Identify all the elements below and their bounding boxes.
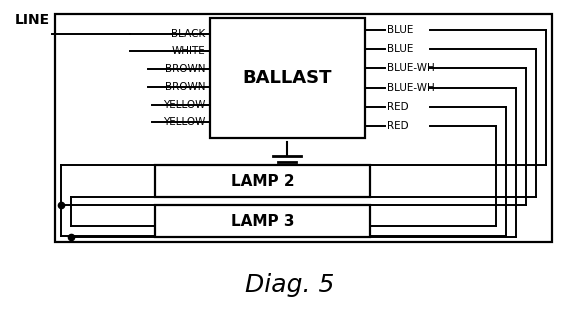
Text: YELLOW: YELLOW xyxy=(163,100,205,110)
Bar xyxy=(210,18,365,138)
Text: LAMP 3: LAMP 3 xyxy=(231,213,294,228)
Bar xyxy=(155,165,370,197)
Text: WHITE: WHITE xyxy=(171,46,205,56)
Text: BALLAST: BALLAST xyxy=(243,69,332,87)
Text: LAMP 2: LAMP 2 xyxy=(230,174,294,189)
Text: BLACK: BLACK xyxy=(171,29,205,39)
Text: BLUE: BLUE xyxy=(387,44,413,54)
Text: BLUE-WH: BLUE-WH xyxy=(387,83,435,93)
Bar xyxy=(155,205,370,237)
Text: RED: RED xyxy=(387,121,409,131)
Text: BLUE: BLUE xyxy=(387,25,413,35)
Text: RED: RED xyxy=(387,102,409,112)
Text: YELLOW: YELLOW xyxy=(163,117,205,127)
Text: Diag. 5: Diag. 5 xyxy=(245,273,334,297)
Text: BROWN: BROWN xyxy=(164,82,205,92)
Text: BLUE-WH: BLUE-WH xyxy=(387,63,435,73)
Text: BROWN: BROWN xyxy=(164,64,205,74)
Text: LINE: LINE xyxy=(15,12,50,26)
Bar xyxy=(55,14,552,242)
